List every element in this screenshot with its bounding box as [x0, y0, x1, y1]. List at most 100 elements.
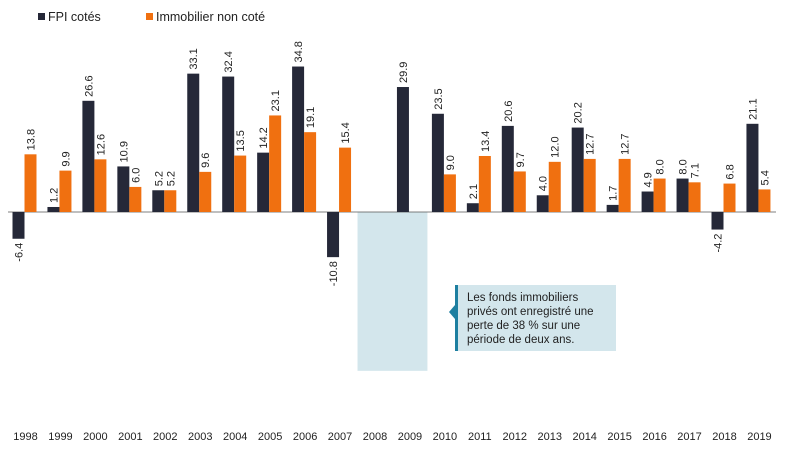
data-label-immobilier-2018: 6.8 — [725, 164, 737, 179]
bar-immobilier-2016 — [653, 178, 666, 212]
bar-immobilier-1999 — [59, 170, 72, 212]
highlight-area — [357, 212, 428, 371]
data-label-fpi-2012: 20.6 — [503, 100, 515, 121]
data-label-fpi-2002: 5.2 — [153, 171, 165, 186]
x-tick-2005: 2005 — [258, 431, 282, 443]
bar-fpi-2000 — [82, 100, 95, 212]
bar-immobilier-2006 — [304, 132, 317, 212]
bar-immobilier-1998 — [24, 154, 37, 212]
x-tick-2011: 2011 — [468, 431, 492, 443]
data-label-immobilier-2006: 19.1 — [305, 107, 317, 128]
data-label-fpi-2018: -4.2 — [713, 234, 725, 253]
legend: FPI cotés Immobilier non coté — [38, 10, 265, 24]
bar-fpi-2010 — [431, 113, 444, 212]
bars — [12, 66, 771, 258]
data-label-fpi-2015: 1.7 — [608, 186, 620, 201]
bar-immobilier-2012 — [513, 171, 526, 212]
x-tick-2009: 2009 — [398, 431, 422, 443]
bar-fpi-2009 — [396, 87, 409, 212]
data-label-fpi-2011: 2.1 — [468, 184, 480, 199]
x-tick-1999: 1999 — [48, 431, 72, 443]
x-tick-2006: 2006 — [293, 431, 317, 443]
data-label-fpi-2003: 33.1 — [188, 48, 200, 69]
bar-immobilier-2007 — [339, 147, 352, 212]
highlight-loss-area — [357, 212, 428, 371]
data-label-fpi-2013: 4.0 — [538, 176, 550, 191]
data-label-immobilier-2002: 5.2 — [165, 171, 177, 186]
data-label-fpi-2014: 20.2 — [573, 102, 585, 123]
bar-immobilier-2010 — [443, 174, 456, 212]
data-label-fpi-2007: -10.8 — [328, 261, 340, 286]
bar-immobilier-2002 — [164, 190, 177, 212]
bar-immobilier-2011 — [478, 155, 491, 212]
x-tick-2004: 2004 — [223, 431, 247, 443]
x-tick-2019: 2019 — [747, 431, 771, 443]
data-label-fpi-2005: 14.2 — [258, 127, 270, 148]
bar-immobilier-2004 — [234, 155, 247, 212]
data-label-immobilier-2010: 9.0 — [445, 155, 457, 170]
x-tick-2017: 2017 — [677, 431, 701, 443]
data-label-immobilier-1999: 9.9 — [60, 151, 72, 166]
x-tick-2000: 2000 — [83, 431, 107, 443]
data-label-fpi-2004: 32.4 — [223, 51, 235, 72]
data-label-fpi-2009: 29.9 — [398, 62, 410, 83]
data-label-fpi-1998: -6.4 — [14, 243, 26, 262]
bar-fpi-2017 — [676, 178, 689, 212]
legend-swatch-immobilier — [146, 13, 153, 20]
x-tick-2014: 2014 — [572, 431, 596, 443]
data-label-immobilier-2012: 9.7 — [515, 152, 527, 167]
bar-immobilier-2000 — [94, 159, 107, 212]
data-label-immobilier-2015: 12.7 — [620, 133, 632, 154]
bar-immobilier-2014 — [583, 158, 596, 212]
bar-fpi-2018 — [711, 212, 724, 230]
x-tick-2008: 2008 — [363, 431, 387, 443]
data-label-immobilier-2004: 13.5 — [235, 130, 247, 151]
data-label-immobilier-2017: 7.1 — [690, 163, 702, 178]
annotation-accent-bar — [455, 285, 458, 351]
x-tick-1998: 1998 — [13, 431, 37, 443]
legend-label-fpi: FPI cotés — [48, 10, 101, 24]
bar-immobilier-2015 — [618, 158, 631, 212]
bar-fpi-2015 — [606, 204, 619, 212]
bar-immobilier-2017 — [688, 182, 701, 212]
data-labels: -6.4 13.8 1.2 9.9 26.6 12.6 10.96.0 5.2 5.2 33.1 9… — [14, 41, 772, 286]
data-label-immobilier-2013: 12.0 — [550, 136, 562, 157]
bar-fpi-2016 — [641, 191, 654, 212]
bar-fpi-2002 — [152, 190, 165, 212]
x-tick-2001: 2001 — [118, 431, 142, 443]
bar-immobilier-2003 — [199, 171, 212, 212]
bar-immobilier-2013 — [548, 161, 561, 212]
data-label-immobilier-2007: 15.4 — [340, 122, 352, 143]
annotation-callout: Les fonds immobiliers privés ont enregis… — [449, 285, 616, 351]
x-tick-2002: 2002 — [153, 431, 177, 443]
data-label-immobilier-2003: 9.6 — [200, 153, 212, 168]
bar-immobilier-2005 — [269, 115, 282, 212]
bar-fpi-2007 — [327, 212, 340, 258]
annotation-box — [458, 285, 616, 351]
bar-fpi-1998 — [12, 212, 25, 239]
bar-immobilier-2001 — [129, 186, 142, 212]
data-label-fpi-2016: 4.9 — [643, 172, 655, 187]
annotation-line-1: Les fonds immobiliers — [467, 292, 578, 304]
bar-fpi-2012 — [501, 125, 514, 212]
data-label-immobilier-1998: 13.8 — [26, 129, 38, 150]
data-label-fpi-2006: 34.8 — [293, 41, 305, 62]
annotation-line-4: période de deux ans. — [467, 334, 574, 346]
data-label-fpi-2017: 8.0 — [678, 159, 690, 174]
bar-fpi-1999 — [47, 206, 60, 212]
bar-fpi-2001 — [117, 166, 130, 212]
x-tick-2018: 2018 — [712, 431, 736, 443]
legend-label-immobilier: Immobilier non coté — [156, 10, 265, 24]
x-tick-2007: 2007 — [328, 431, 352, 443]
bar-fpi-2003 — [187, 73, 200, 212]
data-label-fpi-2000: 26.6 — [83, 75, 95, 96]
x-tick-2012: 2012 — [503, 431, 527, 443]
data-label-immobilier-2005: 23.1 — [270, 90, 282, 111]
bar-fpi-2005 — [257, 152, 270, 212]
data-label-fpi-2019: 21.1 — [747, 98, 759, 119]
data-label-immobilier-2014: 12.7 — [585, 133, 597, 154]
bar-immobilier-2019 — [758, 189, 771, 212]
annotation-line-2: privés ont enregistré une — [467, 306, 594, 318]
data-label-immobilier-2000: 12.6 — [95, 134, 107, 155]
